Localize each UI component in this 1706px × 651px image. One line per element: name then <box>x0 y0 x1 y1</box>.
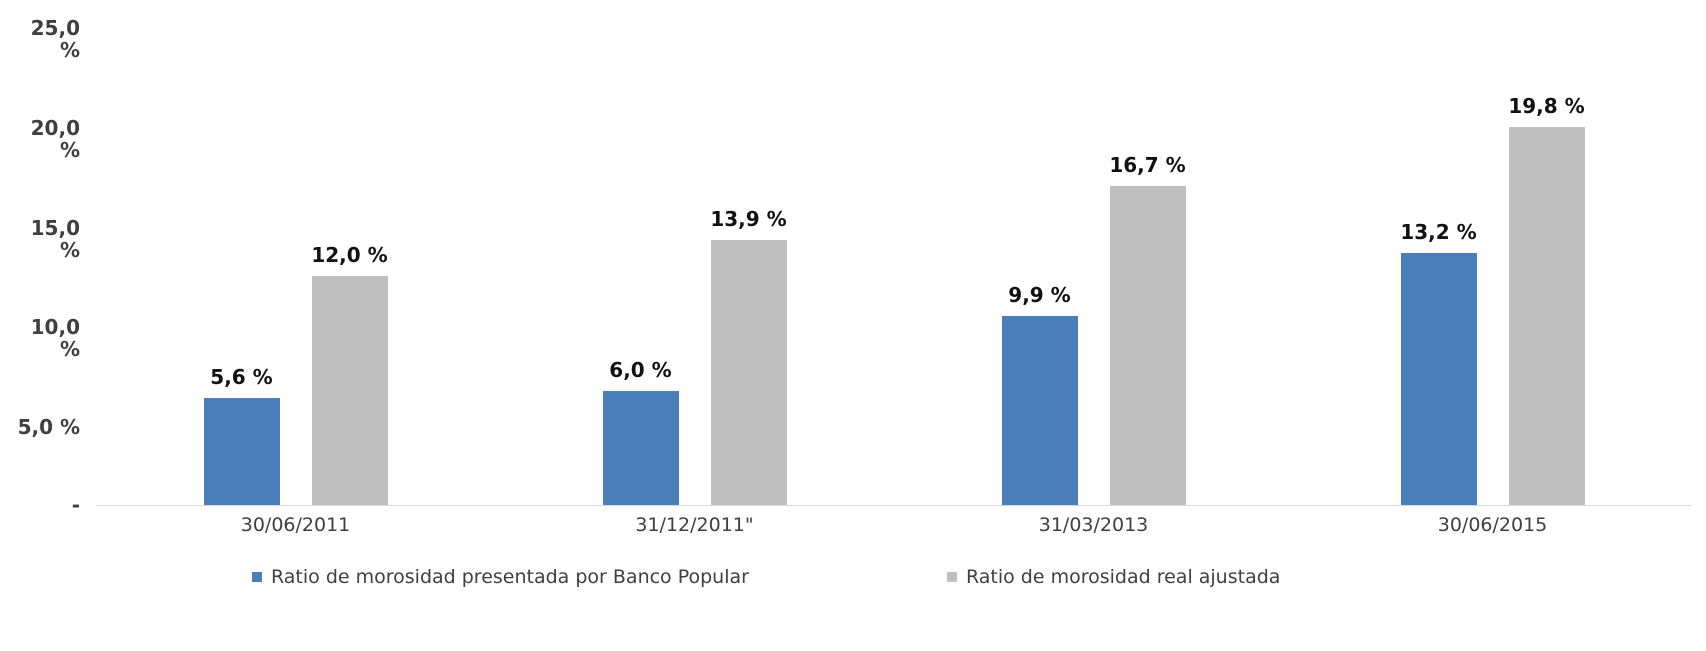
y-axis: 25,0 % 20,0 % 15,0 % 10,0 % 5,0 % - <box>10 17 80 516</box>
bar-group: 13,2 % 19,8 % 30/06/2015 <box>1293 28 1692 536</box>
bar-morosidad-real-ajustada: 16,7 % <box>1109 153 1186 505</box>
x-axis-label: 30/06/2015 <box>1437 514 1548 536</box>
legend-item-morosidad-real-ajustada: Ratio de morosidad real ajustada <box>946 566 1281 588</box>
bar-value-label: 5,6 % <box>210 365 273 390</box>
bar-morosidad-real-ajustada: 13,9 % <box>710 207 787 505</box>
bar-value-label: 13,2 % <box>1400 220 1477 245</box>
legend-label: Ratio de morosidad presentada por Banco … <box>271 566 749 588</box>
bar-pair: 5,6 % 12,0 % <box>96 28 495 506</box>
y-axis-tick-label: 25,0 % <box>30 16 80 62</box>
bar-morosidad-real-ajustada: 12,0 % <box>311 243 388 505</box>
bar-value-label: 19,8 % <box>1508 94 1585 119</box>
bar-morosidad-real-ajustada: 19,8 % <box>1508 94 1585 505</box>
bar-value-label: 6,0 % <box>609 357 672 382</box>
bar-value-label: 13,9 % <box>710 206 787 231</box>
bar-morosidad-presentada: 13,2 % <box>1400 220 1477 505</box>
legend-marker-gray-icon <box>946 572 957 582</box>
bar-value-label: 9,9 % <box>1008 283 1071 308</box>
bar-morosidad-presentada: 6,0 % <box>602 358 679 505</box>
legend-label: Ratio de morosidad real ajustada <box>965 566 1281 588</box>
bar-pair: 6,0 % 13,9 % <box>495 28 894 506</box>
bar-group: 5,6 % 12,0 % 30/06/2011 <box>96 28 495 536</box>
legend-marker-blue-icon <box>252 572 262 582</box>
bar-pair: 9,9 % 16,7 % <box>894 28 1293 506</box>
y-axis-tick-label: 15,0 % <box>30 215 80 262</box>
y-axis-tick-label: - <box>71 492 80 517</box>
y-axis-tick-label: 20,0 % <box>30 115 80 162</box>
x-axis-label: 30/06/2011 <box>240 514 351 536</box>
x-axis-label: 31/03/2013 <box>1038 514 1149 536</box>
legend: Ratio de morosidad presentada por Banco … <box>96 566 1280 588</box>
y-axis-tick-label: 5,0 % <box>17 415 80 440</box>
x-axis-label: 31/12/2011" <box>635 514 754 536</box>
bar-pair: 13,2 % 19,8 % <box>1293 28 1692 506</box>
legend-item-morosidad-presentada: Ratio de morosidad presentada por Banco … <box>252 566 749 588</box>
bar-morosidad-presentada: 9,9 % <box>1001 283 1078 505</box>
bar-group: 6,0 % 13,9 % 31/12/2011" <box>495 28 894 536</box>
bar-value-label: 12,0 % <box>311 243 388 268</box>
bar-group: 9,9 % 16,7 % 31/03/2013 <box>894 28 1293 536</box>
y-axis-tick-label: 10,0 % <box>30 315 80 362</box>
bar-morosidad-presentada: 5,6 % <box>203 365 280 505</box>
bar-value-label: 16,7 % <box>1109 153 1186 178</box>
plot-area: 5,6 % 12,0 % 30/06/2011 6,0 % 13,9 % 31/12/20… <box>96 28 1692 536</box>
